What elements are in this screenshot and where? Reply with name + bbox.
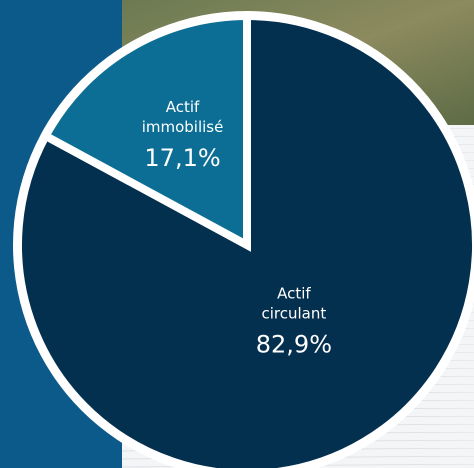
pie: Actif circulant 82,9% Actif immobilisé 17,1% (13, 11, 474, 468)
slice-category: Actif immobilisé (142, 97, 224, 135)
slice-category: Actif circulant (261, 284, 326, 322)
slice-value-label: 17,1% (144, 144, 220, 172)
pie-slice (40, 11, 251, 252)
pie-slice (14, 11, 474, 468)
slice-value-label: 82,9% (256, 331, 332, 359)
